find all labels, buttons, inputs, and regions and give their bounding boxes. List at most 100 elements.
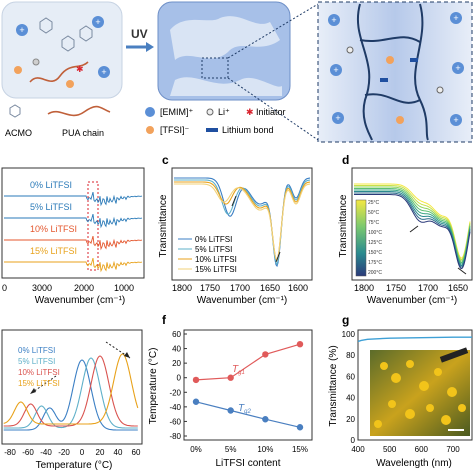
legend-acmo: ACMO [5,128,32,138]
polymer-domain [170,77,282,96]
panel-d: d 25°C 50°C 75°C 100°C 125°C 150°C 175°C… [338,153,473,306]
g-ytick-label: 100 [342,330,356,339]
d-series-line [354,191,471,267]
d-series-line [354,192,471,268]
panel-e-frame [1,329,143,445]
e-ticks: -80 -60 -40 -20 0 20 40 60 [4,448,141,457]
f-ytick-label: -60 [169,417,181,426]
e-series-line [3,353,139,425]
e-arrowhead-left [30,388,36,394]
g-ylabel: Transmittance (%) [328,345,339,426]
g-series-line [357,336,472,343]
e-tick: -20 [58,448,70,457]
f-xtick-label: 15% [292,445,308,454]
b-series-line [4,257,143,273]
d-tick-1750: 1750 [386,283,406,293]
emim-ion [98,66,110,78]
g-xtick-label: 400 [351,445,365,454]
tfsi-ion [14,66,22,74]
panel-letter-f: f [162,313,167,327]
b-legend-5: 5% LiTFSI [30,202,72,212]
panel-b: 0% LiTFSI 5% LiTFSI 10% LiTFSI 15% LiTFS… [1,167,145,306]
network-ions [328,12,464,126]
b-tick-3000: 3000 [32,283,52,293]
f-ytick-label: 0 [177,374,182,383]
b-series-line [4,235,143,251]
c-legend-10: 10% LiTFSI [195,255,237,264]
tg2-label: Tg2 [238,403,251,415]
b-tick-2000: 2000 [74,283,94,293]
e-legend-10: 10% LiTFSI [18,368,60,377]
e-legend-15: 15% LiTFSI [18,379,60,388]
legend-li: Li⁺ [218,107,230,117]
e-tick: 0 [80,448,85,457]
d-tick-1700: 1700 [418,283,438,293]
panel-g-frame [357,329,473,441]
tfsi-ion [66,80,74,88]
pua-icon [47,105,111,117]
f-ytick-label: 40 [172,345,181,354]
f-xlabel: LiTFSI content [215,458,280,469]
c-ylabel: Transmittance [158,194,169,257]
b-legend-0: 0% LiTFSI [30,180,72,190]
panel-c-frame [171,167,313,281]
legend-lithium-bond: Lithium bond [222,125,274,135]
c-tick-1600: 1600 [288,283,308,293]
g-xtick-label: 600 [415,445,429,454]
emim-ion [92,16,104,28]
network-chains [357,3,429,141]
c-series-line [174,183,311,261]
g-xtick-label: 700 [446,445,460,454]
emim-plus-sign: + [101,67,106,77]
cbar-label: 50°C [368,210,380,216]
emim-plus-sign: + [95,17,100,27]
e-tick: -60 [22,448,34,457]
b-series-line [4,191,143,207]
panel-f-frame [183,329,313,441]
d-arrow [409,225,419,233]
f-series-line-tg2 [195,401,301,428]
e-series-line [3,355,138,427]
e-series-line [3,357,138,429]
f-ytick-label: -80 [169,432,181,441]
f-point-tg2 [296,424,304,431]
e-tick: -80 [4,448,16,457]
e-legend-0: 0% LiTFSI [18,346,55,355]
e-arrow-left [29,375,57,395]
d-series-line [354,188,471,264]
c-legend-15: 15% LiTFSI [195,265,237,274]
tg1-label: Tg1 [232,364,245,376]
legend-pua: PUA chain [62,128,104,138]
e-xlabel: Temperature (°C) [36,460,113,471]
d-series-line [354,183,471,259]
g-ytick-label: 80 [346,351,355,360]
zoomed-network-box [317,1,473,143]
polymer-domain [170,16,280,60]
svg-text:+: + [335,113,340,123]
g-xtick-label: 500 [383,445,397,454]
initiator-star: ✱ [76,64,84,74]
panel-a-schematic: + + + ✱ UV [1,1,473,143]
acmo-icon [9,104,21,118]
uv-arrowhead [146,42,154,52]
panel-f: f 60 40 20 0 -20 -40 -60 -80 0% 5% 10% 15% Temperat… [148,313,313,469]
legend-emim: [EMIM]⁺ [160,107,193,117]
f-point-tg1 [227,374,234,381]
cbar-label: 175°C [368,260,382,266]
d-series-line [354,186,471,262]
legend-initiator: Initiator [256,107,286,117]
f-ytick-label: -20 [169,388,181,397]
li-legend-icon [206,108,214,116]
f-xtick-label: 0% [190,445,202,454]
f-series-line-tg1 [195,343,301,381]
d-ylabel: Transmittance [338,194,349,257]
c-tick-1650: 1650 [260,283,280,293]
d-series-line [354,194,471,270]
svg-text:+: + [333,65,338,75]
panel-letter-g: g [342,313,349,327]
initiator-legend-icon: ✱ [246,107,254,117]
g-ytick-label: 0 [351,436,356,445]
schematic-legend: ACMO PUA chain [EMIM]⁺ [TFSI]⁻ Li⁺ ✱ Ini… [5,104,286,138]
network-ion-signs: + + + + + + [331,13,460,125]
c-legend-0: 0% LiTFSI [195,235,232,244]
